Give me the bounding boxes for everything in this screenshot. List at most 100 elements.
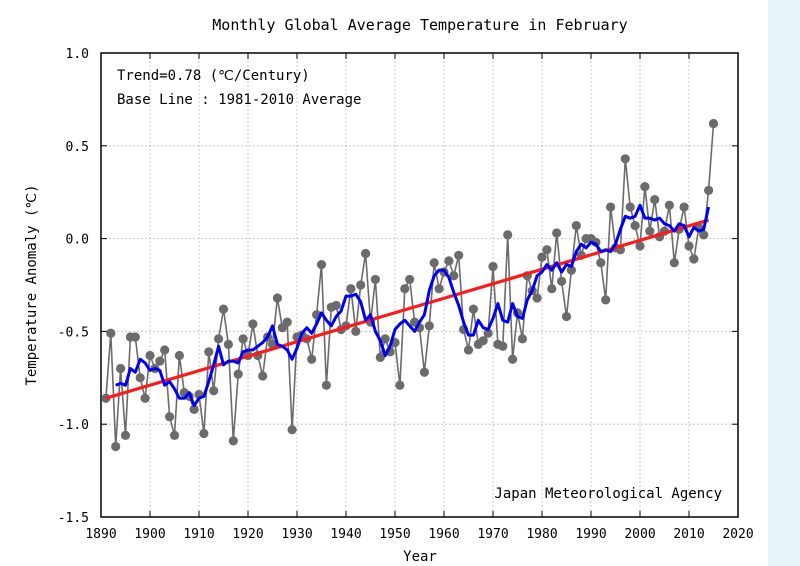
x-tick-label: 2020 xyxy=(722,527,753,542)
annual-point xyxy=(507,354,518,364)
baseline-annotation: Base Line : 1981-2010 Average xyxy=(117,92,361,108)
annual-point xyxy=(449,271,459,281)
annual-point xyxy=(189,404,199,414)
annual-point xyxy=(498,341,508,351)
annual-point xyxy=(395,380,405,390)
annual-point xyxy=(165,412,175,422)
x-tick-labels: 1890 1900 1910 1920 1930 1940 1950 1960 1970 1980… xyxy=(85,527,753,542)
annual-point xyxy=(199,428,209,439)
annual-point xyxy=(444,256,454,266)
annual-point xyxy=(429,258,439,268)
annual-point xyxy=(620,154,630,164)
annual-point xyxy=(155,356,165,366)
credit-label: Japan Meteorological Agency xyxy=(494,486,722,502)
annual-point xyxy=(375,352,385,362)
x-tick-label: 1930 xyxy=(281,527,312,542)
annual-point xyxy=(463,345,474,355)
annual-point xyxy=(424,321,434,331)
x-tick-label: 1990 xyxy=(575,527,606,542)
annual-point xyxy=(169,430,180,440)
annual-point xyxy=(248,319,258,329)
annual-point xyxy=(645,226,655,236)
y-tick-label: 0.0 xyxy=(66,233,89,248)
x-tick-label: 1940 xyxy=(330,527,361,542)
annual-point xyxy=(135,373,145,383)
x-tick-label: 1950 xyxy=(379,527,410,542)
annual-point xyxy=(483,328,493,338)
x-tick-label: 2010 xyxy=(673,527,704,542)
annual-point xyxy=(174,350,184,361)
x-tick-label: 1920 xyxy=(232,527,263,542)
annual-point xyxy=(640,182,650,192)
annual-point xyxy=(488,261,498,272)
annual-point xyxy=(419,367,429,377)
annual-point xyxy=(704,185,714,195)
annual-point xyxy=(684,241,694,251)
trend-annotation: Trend=0.78 (℃/Century) xyxy=(117,68,310,84)
chart-title: Monthly Global Average Temperature in Fe… xyxy=(212,16,627,34)
annual-point xyxy=(120,430,131,440)
annual-point xyxy=(669,258,679,268)
annual-point xyxy=(160,345,170,355)
running-mean-series xyxy=(115,203,711,408)
y-tick-labels: 1.0 0.5 0.0 -0.5 -1.0 -1.5 xyxy=(58,47,89,526)
annual-point xyxy=(517,334,528,344)
annual-point xyxy=(145,350,155,361)
annual-point xyxy=(204,347,214,357)
annual-point xyxy=(238,334,248,344)
x-tick-label: 2000 xyxy=(624,527,655,542)
annual-point xyxy=(650,195,660,205)
plot-frame xyxy=(100,52,739,518)
x-tick-label: 1970 xyxy=(477,527,508,542)
y-tick-label: 1.0 xyxy=(66,47,89,62)
annual-point xyxy=(679,202,689,212)
annual-point xyxy=(454,250,464,260)
annual-point xyxy=(106,328,116,338)
annual-point xyxy=(361,248,371,259)
x-tick-label: 1900 xyxy=(134,527,165,542)
page-margin-band xyxy=(768,0,800,566)
x-axis-label: Year xyxy=(403,549,437,565)
annual-point xyxy=(557,276,567,286)
annual-point xyxy=(708,118,719,129)
annual-point xyxy=(532,293,542,303)
annual-point xyxy=(537,252,547,262)
annual-point xyxy=(356,280,366,290)
annual-point xyxy=(542,245,552,255)
annual-point xyxy=(228,436,238,446)
y-tick-label: -0.5 xyxy=(58,325,89,340)
x-tick-label: 1890 xyxy=(85,527,116,542)
annual-point xyxy=(566,265,577,275)
annual-point xyxy=(434,284,444,294)
annual-point xyxy=(272,293,282,303)
annual-point xyxy=(635,241,645,251)
annual-point xyxy=(561,311,572,322)
y-tick-label: -1.0 xyxy=(58,418,89,433)
annual-point xyxy=(468,304,478,314)
annual-point xyxy=(400,284,410,294)
annual-point xyxy=(699,230,709,240)
annual-point xyxy=(209,386,219,396)
annual-point xyxy=(571,221,581,231)
x-tick-label: 1960 xyxy=(428,527,459,542)
annual-point xyxy=(258,371,268,381)
annual-point xyxy=(547,284,557,294)
annual-point xyxy=(130,332,140,342)
annual-point xyxy=(331,300,341,311)
annual-point xyxy=(625,202,635,212)
annual-point xyxy=(630,221,640,231)
annual-point xyxy=(218,304,229,314)
annual-point xyxy=(287,425,297,435)
annual-point xyxy=(552,228,562,238)
annual-point xyxy=(214,334,224,344)
grid-lines xyxy=(101,53,738,517)
trend-series xyxy=(105,218,710,400)
annual-point xyxy=(596,258,606,268)
annual-point xyxy=(606,202,616,212)
annual-point xyxy=(223,339,233,349)
annual-point xyxy=(405,274,415,285)
y-tick-label: -1.5 xyxy=(58,511,89,526)
x-tick-label: 1980 xyxy=(526,527,557,542)
annual-point xyxy=(478,336,488,346)
